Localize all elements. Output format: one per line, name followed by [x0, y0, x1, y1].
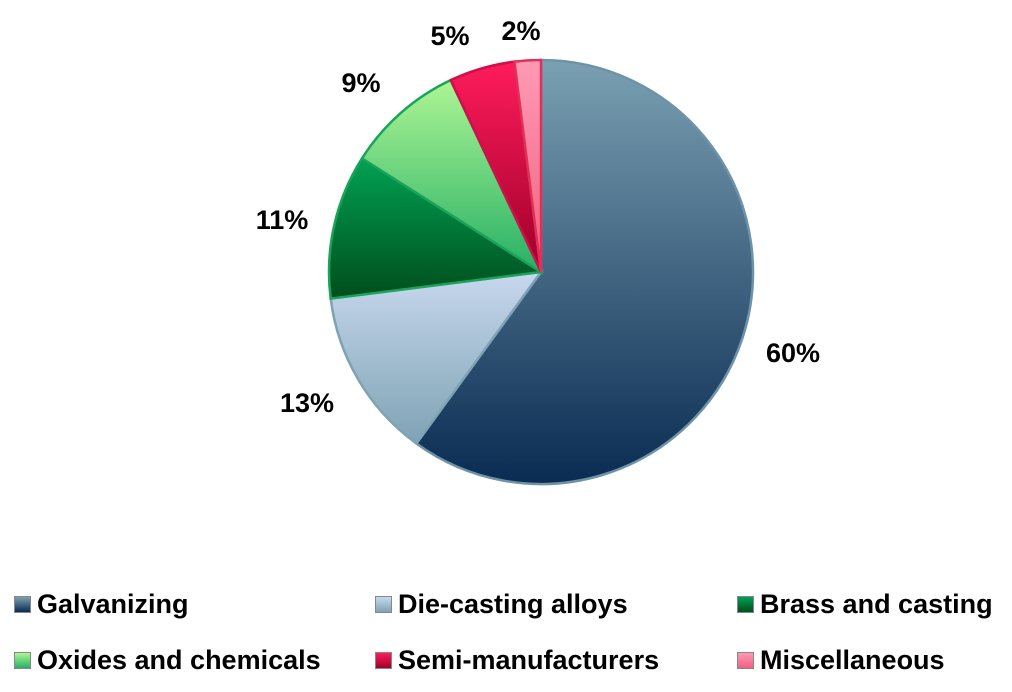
data-label: 9% — [341, 68, 380, 98]
legend-item: Galvanizing — [14, 589, 189, 620]
data-label: 5% — [430, 21, 469, 51]
legend-label: Semi-manufacturers — [398, 645, 660, 675]
pie-slice-miscellaneous — [513, 58, 543, 273]
legend-label: Galvanizing — [37, 589, 189, 619]
legend-item: Semi-manufacturers — [375, 645, 659, 676]
legend-label: Miscellaneous — [760, 645, 945, 675]
data-label: 2% — [501, 16, 540, 46]
legend-swatch — [375, 596, 392, 613]
legend-swatch — [14, 596, 31, 613]
legend-swatch — [14, 652, 31, 669]
pie-slice-die-casting-alloys — [329, 270, 544, 446]
legend-item: Miscellaneous — [737, 645, 945, 676]
data-label: 11% — [256, 205, 309, 235]
legend-label: Oxides and chemicals — [37, 645, 321, 675]
legend-swatch — [737, 652, 754, 669]
legend-label: Die-casting alloys — [398, 589, 628, 619]
legend-swatch — [737, 596, 754, 613]
pie-slice-oxides-and-chemicals — [360, 78, 544, 276]
legend-item: Oxides and chemicals — [14, 645, 321, 676]
legend-item: Die-casting alloys — [375, 589, 628, 620]
pie-slice-galvanizing — [414, 58, 755, 486]
legend-label: Brass and casting — [760, 589, 993, 619]
data-label: 60% — [766, 338, 820, 368]
legend-item: Brass and casting — [737, 589, 993, 620]
legend-swatch — [375, 652, 392, 669]
pie-slice-brass-and-casting — [327, 156, 545, 300]
data-label: 13% — [280, 388, 334, 418]
